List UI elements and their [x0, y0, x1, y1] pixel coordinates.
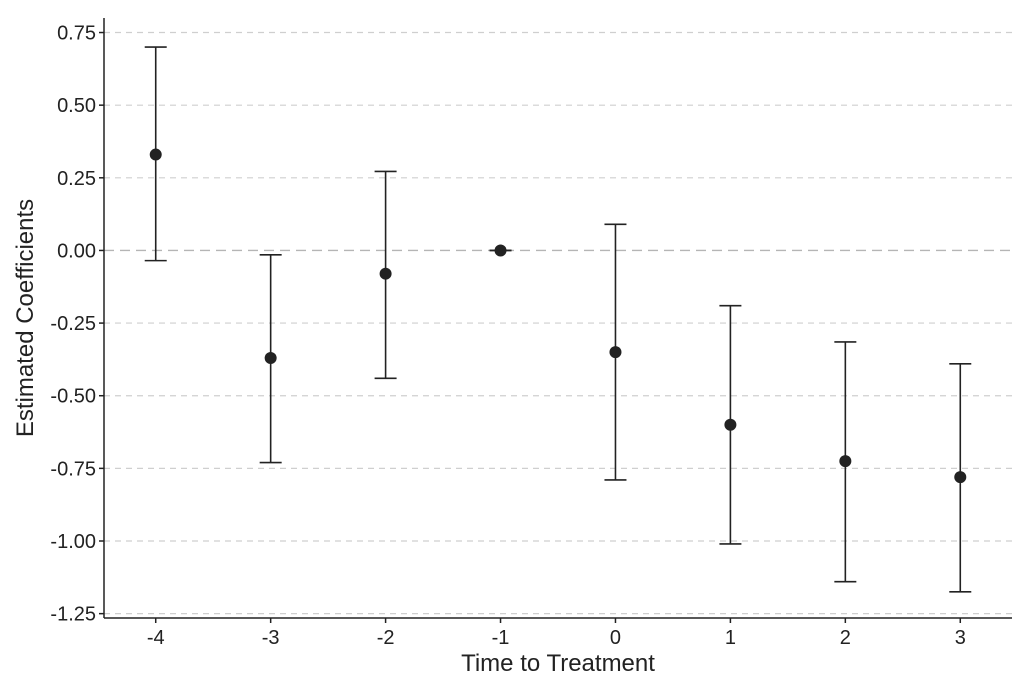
coefficient-point — [954, 471, 967, 484]
y-tick-label: -0.50 — [50, 386, 96, 408]
x-tick-label: 3 — [955, 627, 966, 649]
axes — [103, 18, 1012, 619]
grid-lines — [104, 31, 1012, 615]
y-tick-label: -0.25 — [50, 313, 96, 335]
coefficient-point — [149, 148, 162, 161]
coefficient-point — [494, 244, 507, 257]
x-tick-label: -3 — [262, 627, 280, 649]
x-tick-labels: -4 -3 -2 -1 0 1 2 3 — [147, 618, 966, 649]
coefficient-point — [839, 455, 852, 468]
y-tick-label: 0.25 — [57, 168, 96, 190]
x-tick-label: -4 — [147, 627, 165, 649]
y-axis-title: Estimated Coefficients — [12, 199, 39, 437]
y-tick-labels: 0.75 0.50 0.25 0.00 -0.25 -0.50 -0.75 -1.00 -1.2… — [50, 23, 104, 626]
y-tick-label: 0.50 — [57, 95, 96, 117]
x-tick-label: -2 — [377, 627, 395, 649]
coefficient-points — [149, 148, 967, 484]
coefficient-point — [379, 267, 392, 280]
x-tick-label: 0 — [610, 627, 621, 649]
y-tick-label: 0.75 — [57, 23, 96, 45]
x-tick-label: 1 — [725, 627, 736, 649]
y-tick-label: -1.25 — [50, 604, 96, 626]
error-bars — [144, 46, 972, 593]
y-tick-label: 0.00 — [57, 240, 96, 262]
coefficient-point — [609, 346, 622, 359]
y-tick-label: -0.75 — [50, 458, 96, 480]
y-tick-label: -1.00 — [50, 531, 96, 553]
x-tick-label: 2 — [840, 627, 851, 649]
x-tick-label: -1 — [492, 627, 510, 649]
coefficient-point — [724, 418, 737, 431]
x-axis-title: Time to Treatment — [461, 650, 655, 677]
coefficient-point — [264, 351, 277, 364]
